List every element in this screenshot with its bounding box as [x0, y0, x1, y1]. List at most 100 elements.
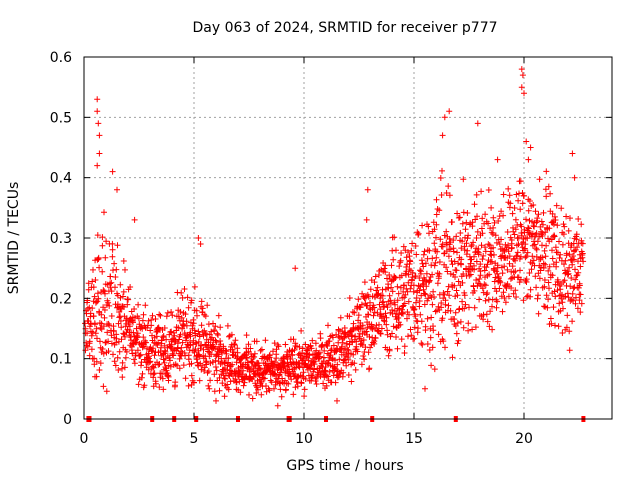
data-point [400, 310, 406, 317]
data-point [563, 250, 570, 257]
data-point [550, 221, 557, 228]
data-point [444, 288, 451, 295]
data-point [94, 232, 101, 239]
data-point [426, 347, 433, 353]
data-point [450, 237, 457, 244]
data-point [479, 256, 486, 263]
data-point [540, 209, 547, 216]
data-point [549, 210, 556, 217]
data-point [309, 337, 316, 344]
data-point [431, 366, 438, 373]
data-point [140, 311, 147, 318]
data-point [469, 326, 476, 333]
data-point [552, 244, 559, 251]
data-point [408, 247, 415, 254]
data-point [548, 320, 555, 327]
data-point [471, 201, 478, 208]
data-point [436, 259, 443, 265]
data-point [443, 190, 450, 196]
data-point [237, 389, 244, 396]
data-point [422, 291, 429, 298]
data-point [277, 386, 284, 393]
data-point [379, 299, 386, 306]
data-point [458, 245, 465, 252]
data-point [543, 292, 550, 299]
data-point [550, 304, 557, 311]
data-point [325, 322, 331, 329]
data-point [454, 210, 461, 217]
y-tick-label: 0.3 [50, 231, 72, 247]
data-point [484, 261, 491, 268]
data-point [84, 306, 91, 312]
data-point [99, 346, 106, 352]
data-point [545, 267, 552, 274]
data-point [436, 270, 443, 277]
data-point [255, 386, 261, 393]
data-point [538, 264, 544, 271]
data-point [97, 360, 104, 367]
data-point [462, 226, 469, 233]
data-point [482, 248, 489, 255]
data-point [185, 352, 192, 359]
data-point [421, 301, 428, 308]
data-point [443, 228, 450, 235]
data-point [235, 373, 242, 380]
data-point [105, 320, 112, 327]
data-point [474, 228, 481, 235]
data-point [413, 295, 420, 301]
data-point [100, 350, 107, 357]
data-point [120, 258, 127, 264]
data-point [509, 263, 516, 270]
data-point [539, 254, 546, 261]
data-point [357, 304, 364, 311]
data-point [195, 328, 202, 335]
data-point [202, 313, 209, 320]
data-point [408, 332, 415, 339]
data-point [224, 381, 231, 388]
data-point [219, 380, 226, 387]
data-point [479, 230, 486, 237]
data-point [485, 187, 492, 193]
data-point [439, 132, 446, 139]
data-point [120, 293, 126, 300]
data-point [395, 319, 402, 326]
data-point [311, 358, 318, 365]
data-point [489, 303, 495, 310]
data-point [222, 347, 229, 354]
x-tick-label: 20 [515, 431, 533, 447]
data-point [486, 271, 493, 278]
data-point [246, 391, 252, 398]
data-point [93, 298, 100, 305]
data-point [400, 243, 407, 250]
data-point [424, 315, 431, 322]
data-point [514, 249, 521, 256]
data-point [499, 270, 506, 277]
data-point [131, 360, 138, 367]
data-point [275, 343, 282, 350]
data-point [262, 337, 269, 344]
data-point [477, 272, 484, 279]
data-point [345, 356, 352, 363]
x-tick-label: 15 [405, 431, 423, 447]
data-point [525, 224, 531, 231]
data-point [118, 324, 125, 331]
data-point [573, 231, 580, 238]
data-point [302, 341, 309, 348]
data-point [566, 328, 573, 335]
data-point [565, 227, 572, 234]
data-point [158, 337, 165, 344]
data-point [381, 265, 388, 272]
data-point [164, 309, 171, 316]
data-point [370, 312, 377, 319]
y-tick-label: 0.6 [50, 50, 72, 66]
data-point [425, 223, 432, 230]
data-point [201, 364, 208, 371]
data-point [404, 315, 410, 322]
data-point [353, 338, 360, 345]
data-point [387, 333, 394, 340]
data-point [373, 287, 380, 294]
data-point [546, 225, 553, 232]
data-point [89, 329, 96, 336]
data-point [411, 335, 418, 342]
data-point [523, 216, 529, 223]
